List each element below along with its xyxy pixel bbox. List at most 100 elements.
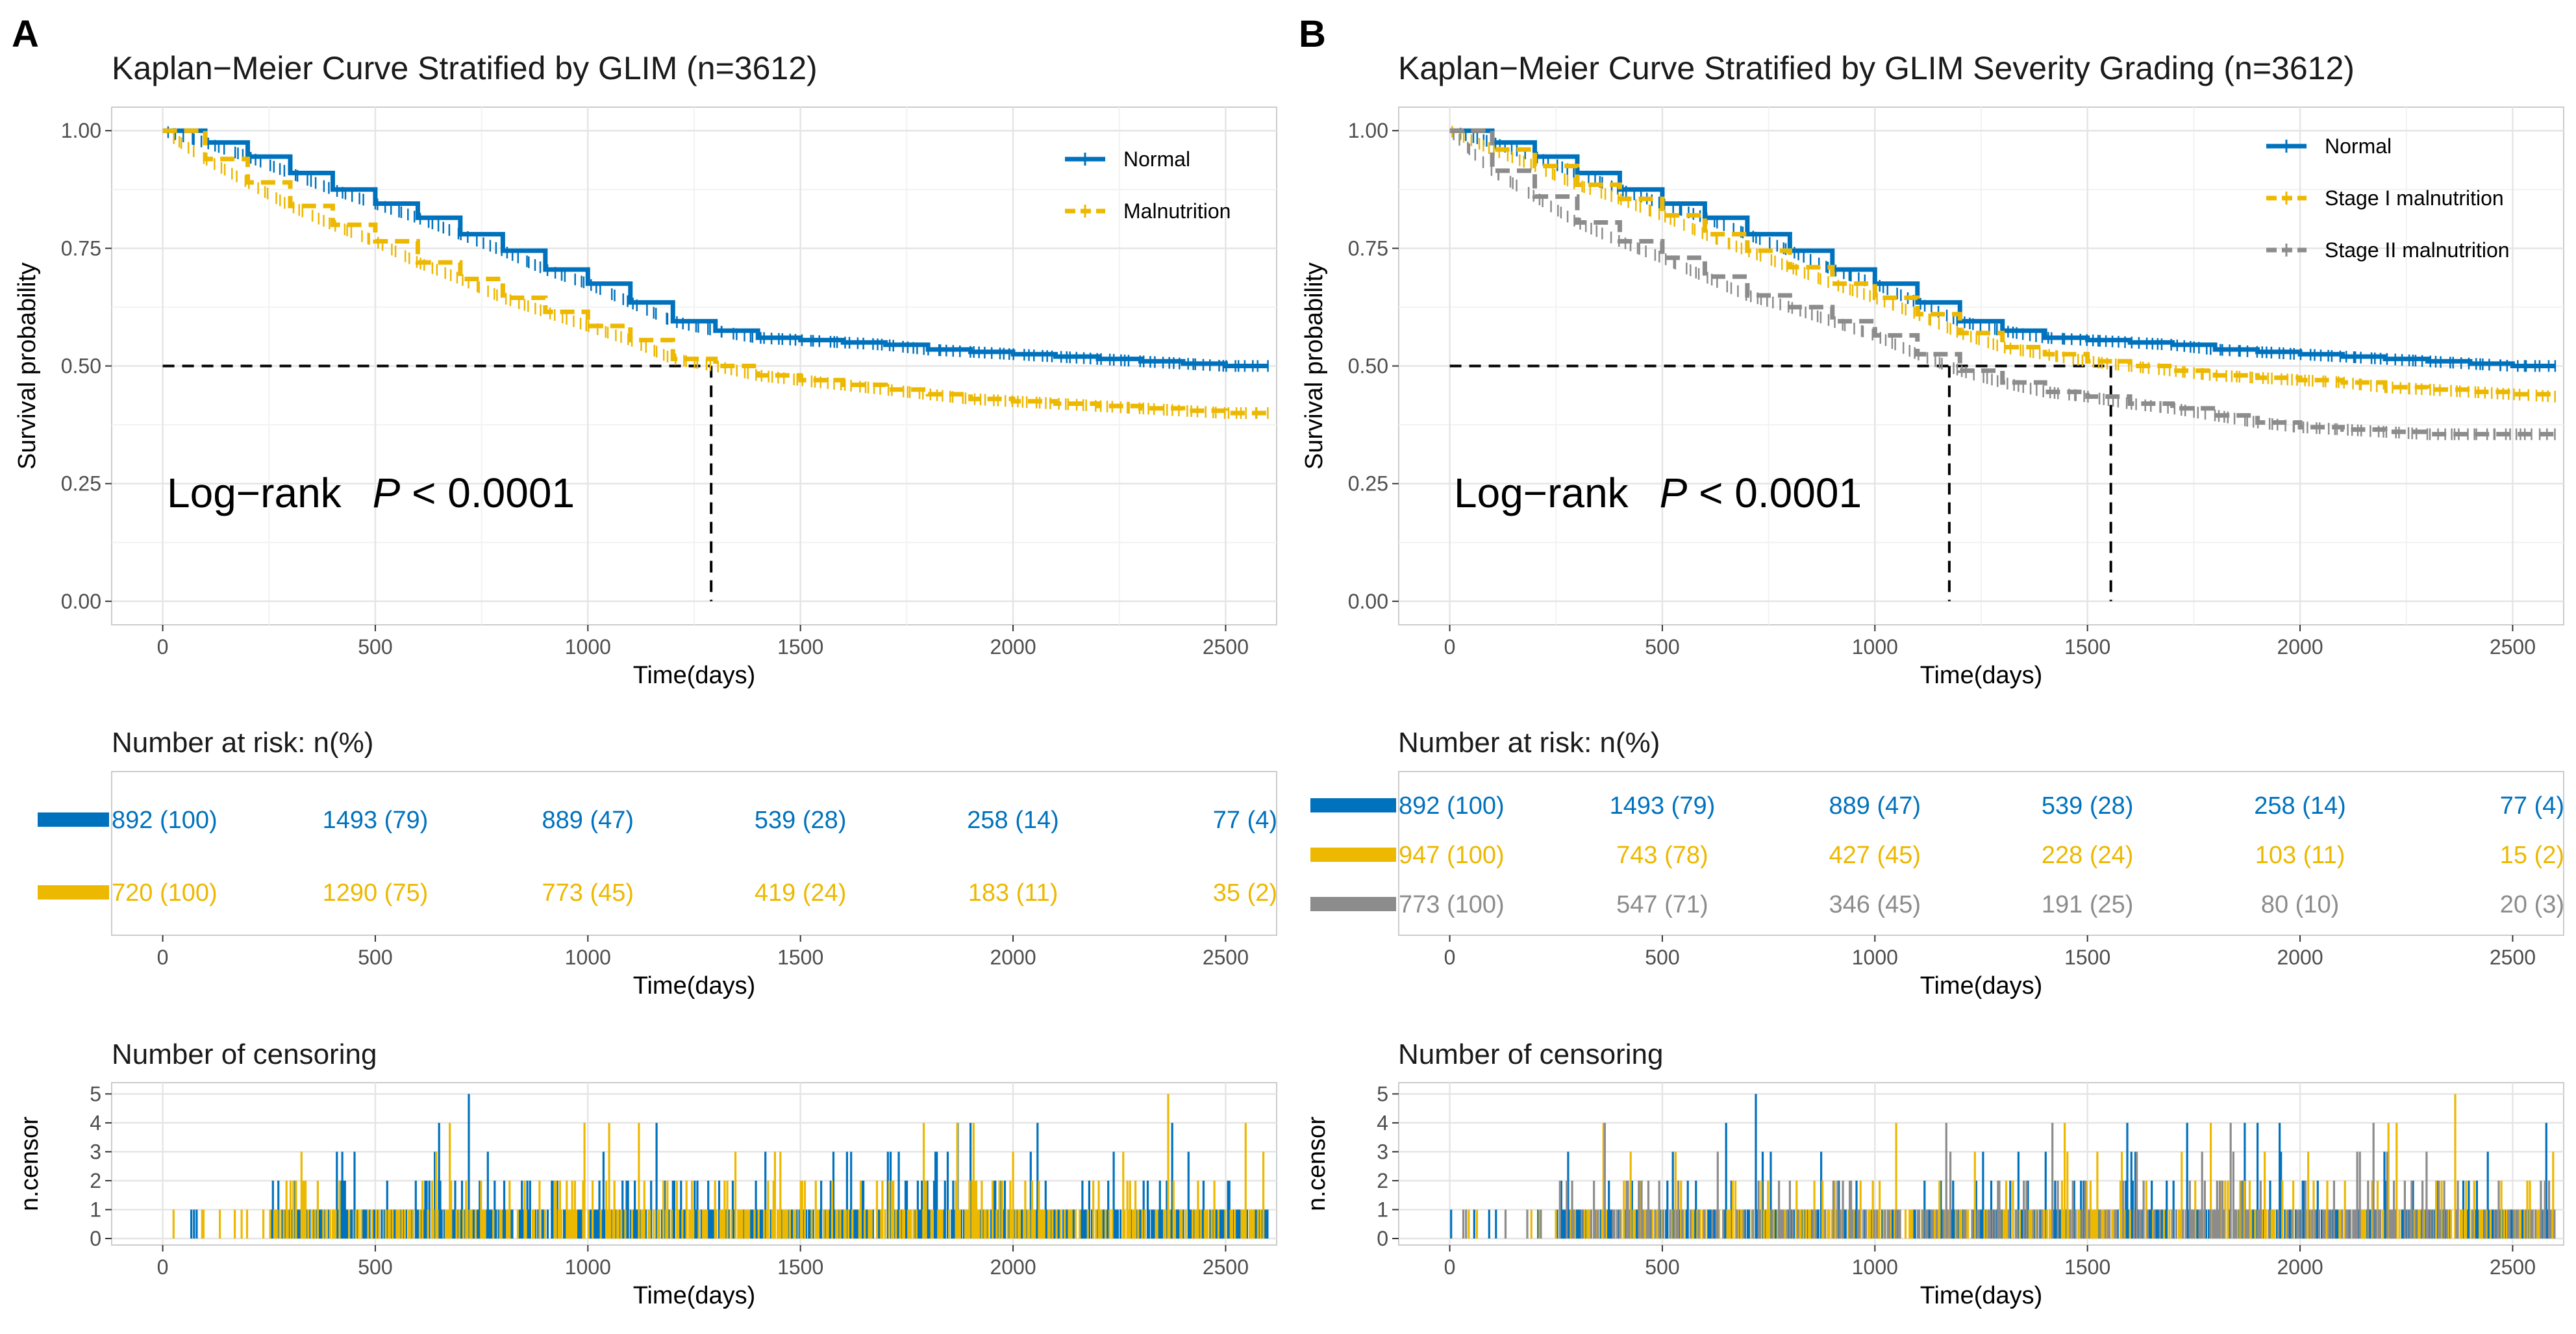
legend-label: Stage I malnutrition (2325, 186, 2504, 210)
legend-item: Normal (1065, 147, 1190, 171)
risk-cell: 947 (100) (1399, 842, 1505, 869)
km-tick-label-x: 2500 (1203, 635, 1249, 659)
risk-cell: 1493 (79) (1610, 792, 1716, 820)
km-tick-label-y: 0.50 (1348, 355, 1388, 378)
risk-cell: 77 (4) (2500, 792, 2564, 820)
chart-layer: 0 500 1000 1500 2000 25000.000.250.500.751.00… (14, 107, 2564, 1309)
legend-item: Stage I malnutrition (2266, 186, 2504, 210)
km-tick-label-x: 1500 (2064, 635, 2110, 659)
risk-cell: 183 (11) (968, 879, 1058, 907)
km-x-axis-title: Time(days) (1920, 662, 2043, 689)
censor-tick-label-x: 2000 (2277, 1255, 2323, 1279)
km-tick-label-x: 0 (157, 635, 169, 659)
censor-tick-label-y: 3 (1377, 1140, 1388, 1163)
risk-tick-label-x: 500 (358, 946, 392, 969)
km-tick-label-y: 1.00 (61, 119, 101, 142)
risk-cell: 103 (11) (2255, 842, 2345, 869)
risk-cell: 77 (4) (1213, 807, 1277, 834)
legend-label: Stage II malnutrition (2325, 238, 2510, 262)
censor-bars-stage-ii-malnutrition (1462, 1122, 2556, 1239)
risk-tick-label-x: 1500 (2064, 946, 2110, 969)
legend-item: Normal (2266, 134, 2392, 158)
censor-y-axis-title: n.censor (16, 1116, 44, 1211)
censor-bars-malnutrition (172, 1094, 1265, 1239)
censor-tick-label-x: 2500 (2490, 1255, 2536, 1279)
panel-b-title: Kaplan−Meier Curve Stratified by GLIM Se… (1398, 50, 2355, 86)
km-tick-label-y: 0.00 (1348, 590, 1388, 613)
risk-cell: 539 (28) (755, 807, 847, 834)
panel-b-risk-title: Number at risk: n(%) (1398, 727, 1660, 759)
censor-tick-label-x: 500 (358, 1255, 392, 1279)
risk-cell: 889 (47) (542, 807, 634, 834)
censor-tick-label-y: 5 (90, 1082, 101, 1105)
censor-tick-label-x: 1000 (565, 1255, 611, 1279)
risk-tick-label-x: 2500 (2490, 946, 2536, 969)
risk-cell: 1290 (75) (323, 879, 429, 907)
risk-table-frame (1398, 771, 2564, 936)
risk-cell: 15 (2) (2500, 842, 2564, 869)
risk-tick-label-x: 0 (157, 946, 169, 969)
risk-cell: 258 (14) (967, 807, 1059, 834)
panel-a-letter: A (12, 13, 39, 55)
km-y-axis-title: Survival probability (14, 262, 41, 470)
km-tick-label-y: 0.00 (61, 590, 101, 613)
risk-table-frame (111, 771, 1277, 936)
logrank-p: P (373, 470, 401, 516)
risk-cell: 258 (14) (2254, 792, 2346, 820)
legend-label: Malnutrition (1123, 199, 1231, 223)
risk-tick-label-x: 1500 (777, 946, 823, 969)
km-tick-label-y: 0.50 (61, 355, 101, 378)
km-censor-marks (173, 132, 1269, 419)
logrank-label: Log−rank (1454, 470, 1629, 516)
logrank-text: Log−rank P < 0.0001 (1454, 470, 1862, 516)
km-tick-label-y: 0.25 (1348, 472, 1388, 496)
legend-item: Stage II malnutrition (2266, 238, 2510, 262)
km-tick-label-x: 2500 (2490, 635, 2536, 659)
km-y-axis-title: Survival probability (1301, 262, 1328, 470)
legend-label: Normal (1123, 147, 1190, 171)
risk-x-axis-title: Time(days) (633, 972, 756, 1000)
risk-tick-label-x: 500 (1645, 946, 1679, 969)
logrank-value: < 0.0001 (400, 470, 575, 516)
risk-cell: 35 (2) (1213, 879, 1277, 907)
risk-x-axis-title: Time(days) (1920, 972, 2043, 1000)
censor-tick-label-x: 2000 (990, 1255, 1036, 1279)
censor-tick-label-y: 1 (90, 1198, 101, 1221)
censor-tick-label-x: 2500 (1203, 1255, 1249, 1279)
panel-a-risk-title: Number at risk: n(%) (112, 727, 373, 759)
risk-cell: 720 (100) (112, 879, 218, 907)
censor-tick-label-y: 0 (90, 1227, 101, 1250)
risk-cell: 427 (45) (1829, 842, 1921, 869)
panel-b-censor-title: Number of censoring (1398, 1038, 1663, 1070)
risk-cell: 80 (10) (2261, 891, 2339, 918)
censor-tick-label-y: 2 (1377, 1169, 1388, 1192)
km-tick-label-y: 0.25 (61, 472, 101, 496)
risk-cell: 228 (24) (2042, 842, 2134, 869)
risk-tick-label-x: 2000 (990, 946, 1036, 969)
censor-bars-normal (1450, 1094, 2549, 1239)
risk-cell: 547 (71) (1616, 891, 1708, 918)
censor-bars-stage-i-malnutrition (1468, 1094, 2555, 1239)
censor-tick-label-x: 0 (157, 1255, 169, 1279)
risk-cell: 773 (45) (542, 879, 634, 907)
logrank-label: Log−rank (167, 470, 342, 516)
censor-y-axis-title: n.censor (1303, 1116, 1331, 1211)
risk-cell: 773 (100) (1399, 891, 1505, 918)
censor-tick-label-y: 4 (1377, 1111, 1388, 1135)
censor-tick-label-x: 1000 (1852, 1255, 1898, 1279)
logrank-p: P (1660, 470, 1688, 516)
risk-tick-label-x: 1000 (565, 946, 611, 969)
risk-tick-label-x: 2000 (2277, 946, 2323, 969)
km-tick-label-x: 500 (358, 635, 392, 659)
km-tick-label-x: 0 (1444, 635, 1456, 659)
censor-tick-label-y: 0 (1377, 1227, 1388, 1250)
km-tick-label-x: 500 (1645, 635, 1679, 659)
km-tick-label-x: 1000 (565, 635, 611, 659)
km-curve-normal (1449, 128, 2555, 368)
km-tick-label-y: 0.75 (61, 236, 101, 260)
risk-cell: 892 (100) (1399, 792, 1505, 820)
km-x-axis-title: Time(days) (633, 662, 756, 689)
km-tick-label-y: 0.75 (1348, 236, 1388, 260)
panel-a-group: 0 500 1000 1500 2000 25000.000.250.500.751.00… (14, 107, 1277, 1309)
